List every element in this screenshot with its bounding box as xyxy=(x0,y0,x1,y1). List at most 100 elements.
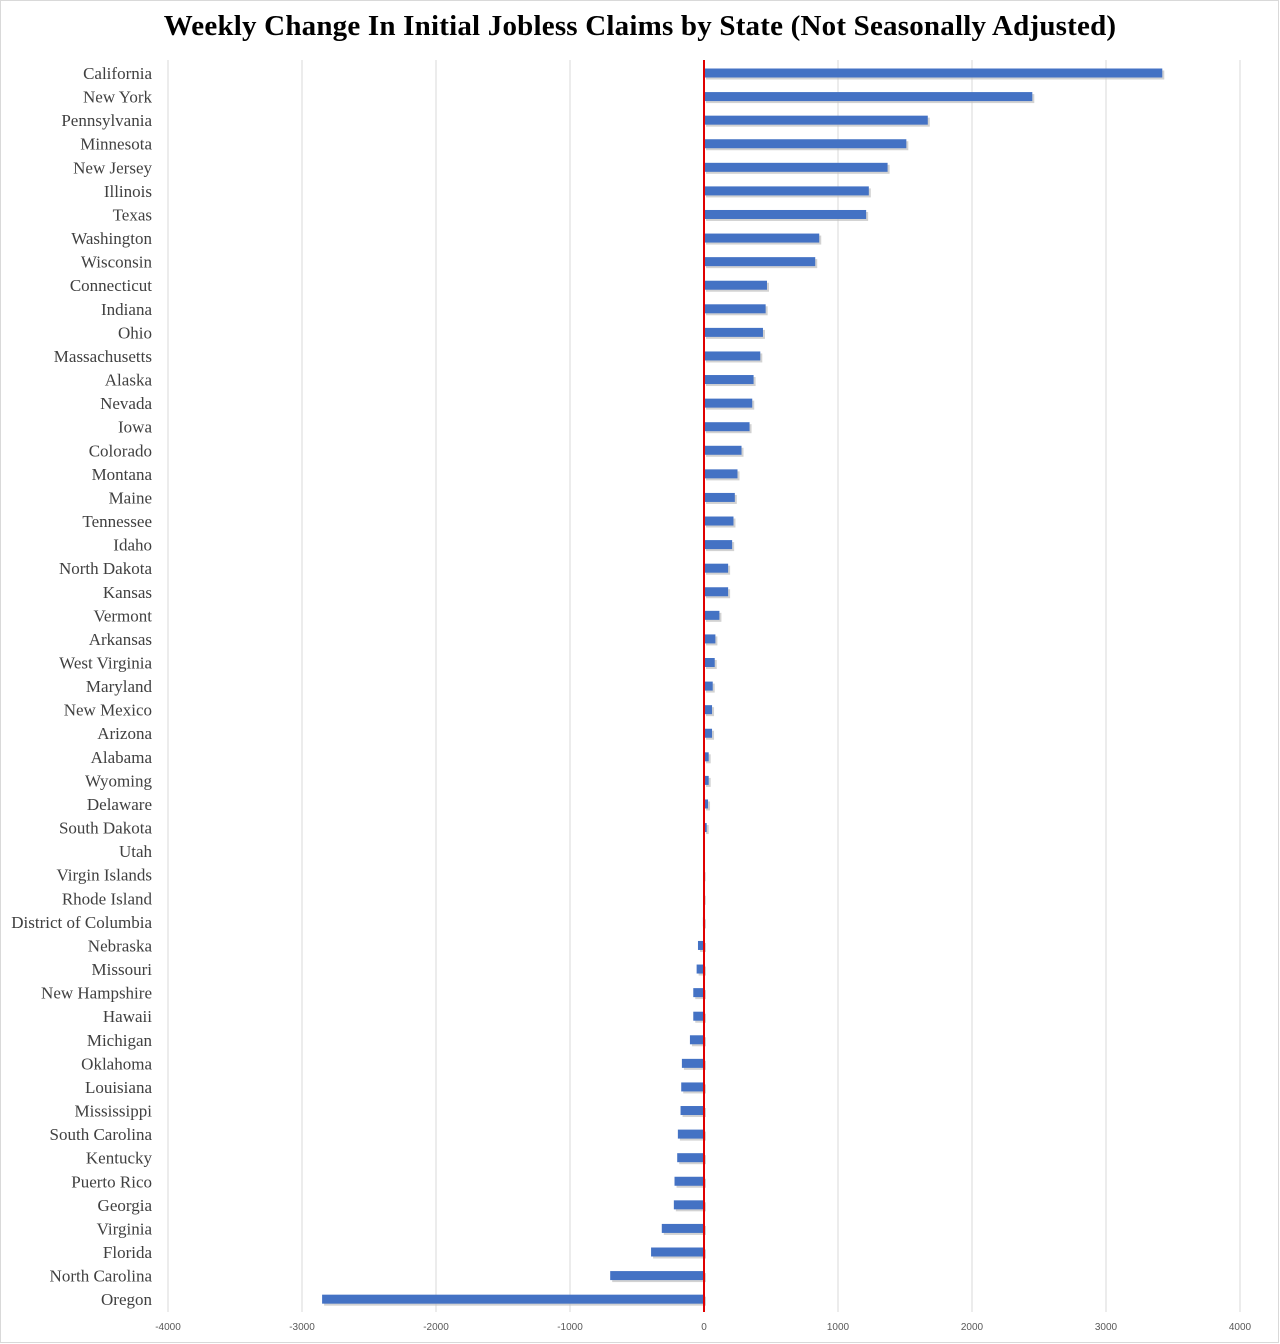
category-label: Nebraska xyxy=(88,936,153,955)
category-label: Washington xyxy=(71,229,152,248)
bar xyxy=(704,752,709,762)
bar-shadow xyxy=(706,825,709,835)
category-label: New Hampshire xyxy=(41,984,152,1003)
category-label: Virgin Islands xyxy=(57,866,152,885)
category-label: Kansas xyxy=(103,583,152,602)
x-tick-label: -3000 xyxy=(289,1322,315,1333)
bar xyxy=(704,587,729,597)
category-label: Missouri xyxy=(92,960,153,979)
bar xyxy=(704,209,867,219)
category-label: Montana xyxy=(92,465,153,484)
x-tick-label: -4000 xyxy=(155,1322,181,1333)
bar xyxy=(689,1035,704,1045)
category-label: North Carolina xyxy=(50,1267,153,1286)
category-label: Alaska xyxy=(105,371,153,390)
category-label: Texas xyxy=(113,205,152,224)
category-label: South Dakota xyxy=(59,819,152,838)
category-label: Nevada xyxy=(100,394,152,413)
bar xyxy=(680,1106,704,1116)
category-label: Vermont xyxy=(93,606,152,625)
category-label: North Dakota xyxy=(59,559,152,578)
category-label: South Carolina xyxy=(50,1125,153,1144)
category-label: Utah xyxy=(119,842,153,861)
bar xyxy=(704,398,753,408)
category-label: Alabama xyxy=(91,748,153,767)
bar xyxy=(704,775,709,785)
bar xyxy=(704,139,907,149)
bar xyxy=(704,634,716,644)
x-tick-label: -1000 xyxy=(557,1322,583,1333)
chart-title: Weekly Change In Initial Jobless Claims … xyxy=(163,10,1117,42)
category-labels: California New York Pennsylvania Minnesota N… xyxy=(11,64,152,1309)
category-label: New Mexico xyxy=(64,701,152,720)
bar xyxy=(704,516,734,526)
bar xyxy=(681,1082,704,1092)
x-tick-label: -2000 xyxy=(423,1322,449,1333)
x-tick-label: 0 xyxy=(701,1322,707,1333)
bar xyxy=(704,563,729,573)
category-label: Wyoming xyxy=(85,771,152,790)
bar xyxy=(704,610,720,620)
category-label: Virginia xyxy=(97,1219,153,1238)
bar xyxy=(704,823,707,833)
category-label: Arkansas xyxy=(89,630,152,649)
bar xyxy=(677,1129,704,1139)
x-tick-labels: -4000 -3000 -2000 -1000 0 1000 2000 3000 4000 xyxy=(155,1322,1251,1333)
bar xyxy=(704,162,888,172)
category-label: Delaware xyxy=(87,795,152,814)
bar xyxy=(704,304,766,314)
bar xyxy=(704,492,735,502)
bar xyxy=(704,280,767,290)
category-label: Illinois xyxy=(104,182,152,201)
category-label: Wisconsin xyxy=(81,253,153,272)
bar xyxy=(322,1294,704,1304)
bar xyxy=(704,186,869,196)
bar-shadow xyxy=(705,872,706,882)
category-label: Tennessee xyxy=(82,512,152,531)
x-tick-label: 3000 xyxy=(1095,1322,1118,1333)
x-tick-label: 4000 xyxy=(1229,1322,1252,1333)
category-label: Indiana xyxy=(101,300,152,319)
category-label: Idaho xyxy=(113,536,152,555)
bar-shadow xyxy=(704,919,706,929)
category-label: Iowa xyxy=(118,418,152,437)
category-label: Connecticut xyxy=(70,276,152,295)
bar xyxy=(696,964,704,974)
bar xyxy=(610,1271,704,1281)
category-label: Louisiana xyxy=(85,1078,152,1097)
category-label: Oregon xyxy=(101,1290,152,1309)
bar xyxy=(704,68,1163,78)
bar xyxy=(704,658,715,667)
bar xyxy=(674,1176,704,1186)
bar xyxy=(693,988,704,998)
category-label: Puerto Rico xyxy=(71,1172,152,1191)
bar-shadow xyxy=(705,895,706,905)
category-label: Kentucky xyxy=(86,1149,153,1168)
category-label: Pennsylvania xyxy=(61,111,152,130)
bar xyxy=(661,1223,704,1233)
category-label: Oklahoma xyxy=(81,1054,152,1073)
bar xyxy=(704,375,754,385)
category-label: Colorado xyxy=(89,441,152,460)
bar xyxy=(704,233,820,243)
category-label: California xyxy=(83,64,152,83)
category-label: Rhode Island xyxy=(62,889,153,908)
category-label: New York xyxy=(83,88,152,107)
category-label: Georgia xyxy=(98,1196,153,1215)
bar xyxy=(693,1011,704,1021)
bar xyxy=(704,115,928,125)
category-label: Maine xyxy=(109,488,152,507)
bar xyxy=(651,1247,704,1257)
bar xyxy=(673,1200,704,1210)
category-label: Mississippi xyxy=(75,1102,153,1121)
category-label: West Virginia xyxy=(59,654,152,673)
category-label: Hawaii xyxy=(103,1007,152,1026)
x-tick-label: 2000 xyxy=(961,1322,984,1333)
category-label: District of Columbia xyxy=(11,913,152,932)
category-label: Ohio xyxy=(118,323,152,342)
bar xyxy=(704,705,713,715)
bars xyxy=(322,68,1165,1306)
category-label: Florida xyxy=(103,1243,153,1262)
bar xyxy=(704,351,761,361)
